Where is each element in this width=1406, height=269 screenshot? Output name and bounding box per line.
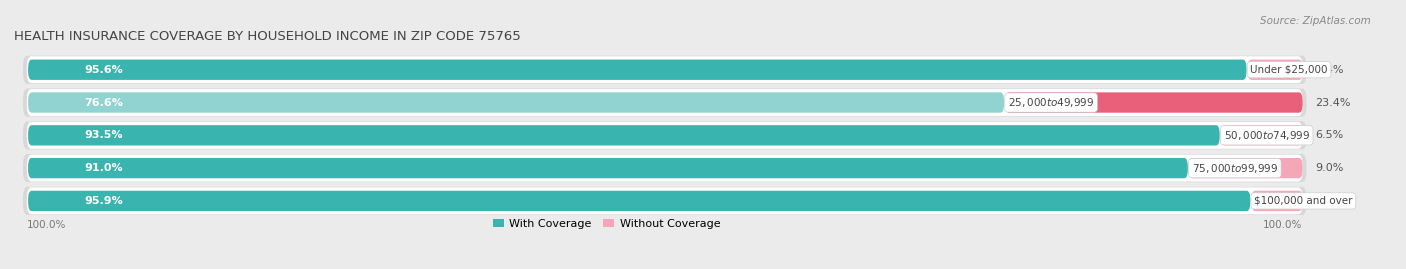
Text: 6.5%: 6.5% bbox=[1316, 130, 1344, 140]
Text: Under $25,000: Under $25,000 bbox=[1250, 65, 1327, 75]
FancyBboxPatch shape bbox=[27, 122, 1302, 149]
Text: $25,000 to $49,999: $25,000 to $49,999 bbox=[1008, 96, 1094, 109]
Text: 9.0%: 9.0% bbox=[1316, 163, 1344, 173]
FancyBboxPatch shape bbox=[22, 187, 1306, 215]
Text: 4.4%: 4.4% bbox=[1316, 65, 1344, 75]
Text: 93.5%: 93.5% bbox=[84, 130, 122, 140]
FancyBboxPatch shape bbox=[27, 56, 1302, 83]
FancyBboxPatch shape bbox=[28, 191, 1250, 211]
FancyBboxPatch shape bbox=[28, 158, 1188, 178]
Text: HEALTH INSURANCE COVERAGE BY HOUSEHOLD INCOME IN ZIP CODE 75765: HEALTH INSURANCE COVERAGE BY HOUSEHOLD I… bbox=[14, 30, 520, 43]
FancyBboxPatch shape bbox=[27, 155, 1302, 182]
FancyBboxPatch shape bbox=[27, 187, 1302, 214]
FancyBboxPatch shape bbox=[22, 121, 1306, 149]
Text: $75,000 to $99,999: $75,000 to $99,999 bbox=[1192, 162, 1278, 175]
FancyBboxPatch shape bbox=[22, 89, 1306, 117]
FancyBboxPatch shape bbox=[1247, 59, 1302, 80]
Text: 100.0%: 100.0% bbox=[27, 220, 66, 230]
Text: $100,000 and over: $100,000 and over bbox=[1254, 196, 1353, 206]
FancyBboxPatch shape bbox=[28, 125, 1219, 146]
Text: 95.9%: 95.9% bbox=[84, 196, 122, 206]
Text: 100.0%: 100.0% bbox=[1263, 220, 1302, 230]
Text: 91.0%: 91.0% bbox=[84, 163, 122, 173]
FancyBboxPatch shape bbox=[1189, 158, 1302, 178]
Text: 76.6%: 76.6% bbox=[84, 98, 124, 108]
Legend: With Coverage, Without Coverage: With Coverage, Without Coverage bbox=[494, 219, 720, 229]
FancyBboxPatch shape bbox=[22, 56, 1306, 84]
Text: 4.1%: 4.1% bbox=[1316, 196, 1344, 206]
FancyBboxPatch shape bbox=[22, 154, 1306, 182]
Text: Source: ZipAtlas.com: Source: ZipAtlas.com bbox=[1260, 16, 1371, 26]
FancyBboxPatch shape bbox=[28, 59, 1247, 80]
FancyBboxPatch shape bbox=[1220, 125, 1302, 146]
FancyBboxPatch shape bbox=[27, 89, 1302, 116]
Text: 95.6%: 95.6% bbox=[84, 65, 122, 75]
Text: 23.4%: 23.4% bbox=[1316, 98, 1351, 108]
Text: $50,000 to $74,999: $50,000 to $74,999 bbox=[1223, 129, 1310, 142]
FancyBboxPatch shape bbox=[1005, 92, 1302, 113]
FancyBboxPatch shape bbox=[28, 92, 1004, 113]
FancyBboxPatch shape bbox=[1251, 191, 1302, 211]
